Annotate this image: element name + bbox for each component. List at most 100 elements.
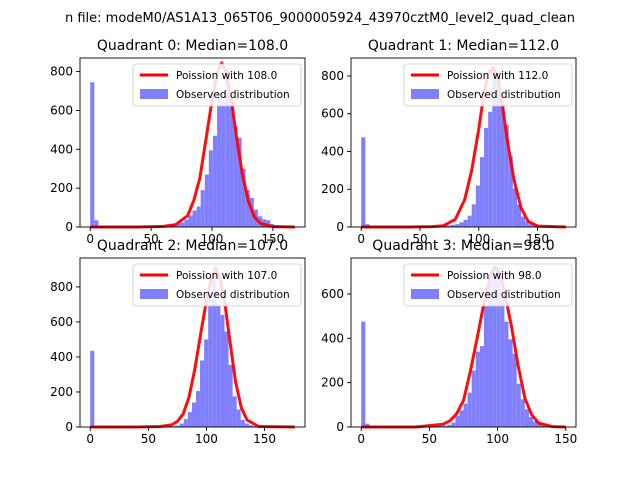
histogram-bar [208, 294, 213, 427]
legend-bar-swatch [411, 89, 439, 99]
histogram-bar [479, 157, 485, 227]
legend-label-observed: Observed distribution [176, 89, 290, 101]
histogram-bar [204, 339, 209, 427]
histogram-bar [479, 346, 484, 427]
x-tick-label: 150 [526, 232, 549, 246]
legend: Poission with 107.0 Observed distribution [132, 263, 302, 307]
histogram-bar [459, 222, 464, 227]
histogram-bar [492, 272, 497, 427]
histogram-bar [516, 204, 522, 227]
x-tick-label: 150 [554, 432, 577, 446]
histogram-bars [90, 279, 262, 427]
histogram-bar [200, 360, 205, 427]
subplot-1: 0 50 100 150 0 200 400 600 800 Quadrant 1: Median… [321, 38, 577, 246]
histogram-bar [176, 223, 181, 227]
subplot-2: 0 50 100 150 0 200 400 600 800 Quadrant 2: Median… [50, 238, 306, 446]
histogram-bar [204, 174, 209, 227]
y-tick-label: 0 [336, 420, 344, 434]
histogram-bar [512, 353, 517, 427]
histogram-bar [212, 135, 218, 227]
histogram-bar [175, 425, 180, 427]
y-tick-label: 600 [50, 103, 73, 117]
legend-frame [403, 263, 573, 307]
x-tick-label: 0 [86, 232, 94, 246]
y-tick-label: 0 [65, 420, 73, 434]
x-tick-label: 0 [357, 432, 365, 446]
legend-frame [403, 63, 573, 107]
histogram-bar [220, 314, 225, 427]
subplot-title: Quadrant 1: Median=112.0 [368, 38, 559, 54]
histogram-bar [245, 190, 250, 227]
y-tick-label: 0 [65, 220, 73, 234]
histogram-bar [467, 392, 472, 427]
histogram-bar [475, 351, 480, 427]
histogram-bar [221, 100, 226, 227]
y-tick-label: 400 [50, 350, 73, 364]
y-tick-label: 0 [336, 220, 344, 234]
subplot-title: Quadrant 3: Median=98.0 [372, 238, 554, 254]
histogram-bar [438, 425, 444, 427]
legend-frame [132, 263, 302, 307]
histogram-bar [471, 204, 476, 227]
x-tick-label: 0 [357, 232, 365, 246]
histogram-bar [443, 425, 448, 427]
x-tick-label: 50 [412, 232, 427, 246]
histogram-bar [237, 137, 242, 227]
histogram-bar [361, 321, 366, 427]
histogram-bar [459, 410, 464, 427]
x-tick-label: 100 [486, 432, 509, 446]
histogram-bar [361, 137, 366, 227]
histogram-bar [240, 419, 245, 427]
histogram-bar [236, 409, 241, 427]
legend-label-poisson: Poission with 98.0 [447, 270, 542, 282]
y-tick-label: 200 [50, 385, 73, 399]
histogram-bar [187, 412, 192, 427]
x-tick-label: 150 [253, 432, 276, 446]
histogram-bar [232, 396, 237, 427]
histogram-bar [208, 150, 213, 227]
histogram-bar [455, 224, 460, 227]
x-tick-label: 0 [86, 432, 94, 446]
histogram-bar [508, 156, 513, 227]
histogram-bar [180, 222, 185, 227]
histogram-bar [191, 402, 197, 427]
histogram-bar [195, 391, 201, 427]
histogram-bar [467, 215, 472, 227]
histogram-bar [483, 306, 489, 427]
y-tick-label: 800 [50, 280, 73, 294]
histogram-bar [183, 419, 188, 427]
histogram-bar [217, 91, 222, 228]
x-tick-label: 50 [141, 432, 156, 446]
histogram-bar [451, 422, 456, 427]
y-tick-label: 200 [50, 181, 73, 195]
histogram-bar [521, 216, 526, 227]
subplot-title: Quadrant 2: Median=107.0 [97, 238, 288, 254]
subplot-0: 0 50 100 150 0 200 400 600 800 Quadrant 0: Median… [50, 38, 306, 246]
histogram-bar [537, 423, 542, 427]
legend-bar-swatch [411, 289, 439, 299]
histogram-bars [361, 267, 550, 427]
histogram-bar [90, 82, 95, 227]
histogram-bar [224, 331, 229, 427]
legend-label-poisson: Poission with 108.0 [176, 70, 277, 82]
histogram-bar [184, 219, 189, 227]
histogram-bar [516, 383, 521, 427]
x-tick-label: 150 [261, 232, 284, 246]
histogram-bar [447, 424, 452, 427]
axes-frame [79, 57, 306, 228]
histogram-bar [447, 225, 452, 227]
y-tick-label: 200 [321, 376, 344, 390]
y-tick-label: 400 [321, 144, 344, 158]
histogram-bar [488, 280, 493, 427]
histogram-bar [216, 304, 221, 427]
histogram-bar [90, 350, 95, 427]
x-tick-label: 100 [467, 232, 490, 246]
histogram-bar [471, 370, 476, 427]
x-tick-label: 50 [143, 232, 158, 246]
y-tick-label: 400 [50, 142, 73, 156]
histogram-bar [244, 423, 249, 427]
axes-frame [350, 57, 577, 228]
legend-label-poisson: Poission with 107.0 [176, 270, 277, 282]
y-tick-label: 200 [321, 182, 344, 196]
histogram-bar [192, 210, 197, 227]
